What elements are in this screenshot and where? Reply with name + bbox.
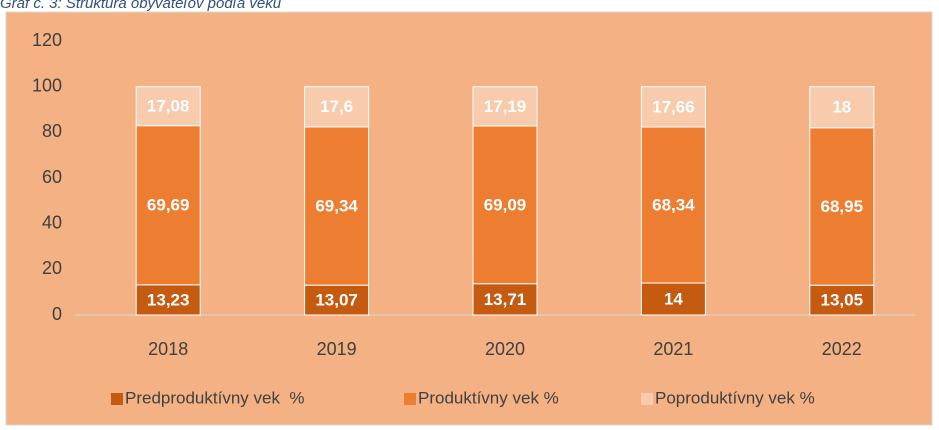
- legend-swatch: [111, 393, 123, 405]
- y-tick-label: 20: [42, 258, 62, 278]
- data-label: 13,71: [484, 290, 527, 309]
- x-tick-label: 2020: [485, 339, 525, 359]
- bar-segment: [472, 125, 538, 285]
- x-tick-label: 2019: [317, 339, 357, 359]
- legend-label: Produktívny vek %: [418, 388, 559, 407]
- y-tick-label: 60: [42, 167, 62, 187]
- bar-segment: [135, 86, 201, 127]
- data-label: 68,95: [821, 197, 864, 216]
- data-label: 13,23: [147, 290, 190, 309]
- data-label: 17,6: [320, 97, 353, 116]
- bar-segment: [809, 86, 875, 129]
- x-tick-label: 2022: [822, 339, 862, 359]
- y-tick-label: 100: [32, 75, 62, 95]
- data-label: 17,08: [147, 97, 190, 116]
- data-label: 69,34: [315, 196, 358, 215]
- y-tick-label: 80: [42, 121, 62, 141]
- data-label: 14: [664, 290, 683, 309]
- data-label: 17,66: [652, 97, 695, 116]
- y-tick-label: 0: [52, 304, 62, 324]
- legend-swatch: [641, 393, 653, 405]
- bar-segment: [640, 282, 706, 316]
- data-label: 13,05: [821, 291, 864, 310]
- data-label: 69,69: [147, 196, 190, 215]
- legend-swatch: [404, 393, 416, 405]
- bar-segment: [304, 86, 370, 128]
- data-label: 18: [832, 98, 851, 117]
- bar-segment: [472, 283, 538, 316]
- bar-segment: [472, 86, 538, 127]
- y-tick-label: 120: [32, 30, 62, 50]
- bar-segment: [304, 126, 370, 286]
- data-label: 17,19: [484, 97, 527, 116]
- x-tick-label: 2021: [653, 339, 693, 359]
- bar-segment: [809, 127, 875, 286]
- data-label: 13,07: [315, 291, 358, 310]
- bar-segment: [809, 284, 875, 316]
- legend-label: Predproduktívny vek %: [125, 388, 305, 407]
- data-label: 69,09: [484, 195, 527, 214]
- data-label: 68,34: [652, 195, 695, 214]
- chart-title: Graf č. 3: Štruktúra obyvateľov podľa ve…: [0, 0, 282, 12]
- bar-segment: [304, 284, 370, 316]
- y-tick-label: 40: [42, 212, 62, 232]
- bar-segment: [135, 284, 201, 316]
- bar-segment: [640, 126, 706, 284]
- x-tick-label: 2018: [148, 339, 188, 359]
- bar-segment: [640, 86, 706, 128]
- legend-label: Poproduktívny vek %: [655, 388, 815, 407]
